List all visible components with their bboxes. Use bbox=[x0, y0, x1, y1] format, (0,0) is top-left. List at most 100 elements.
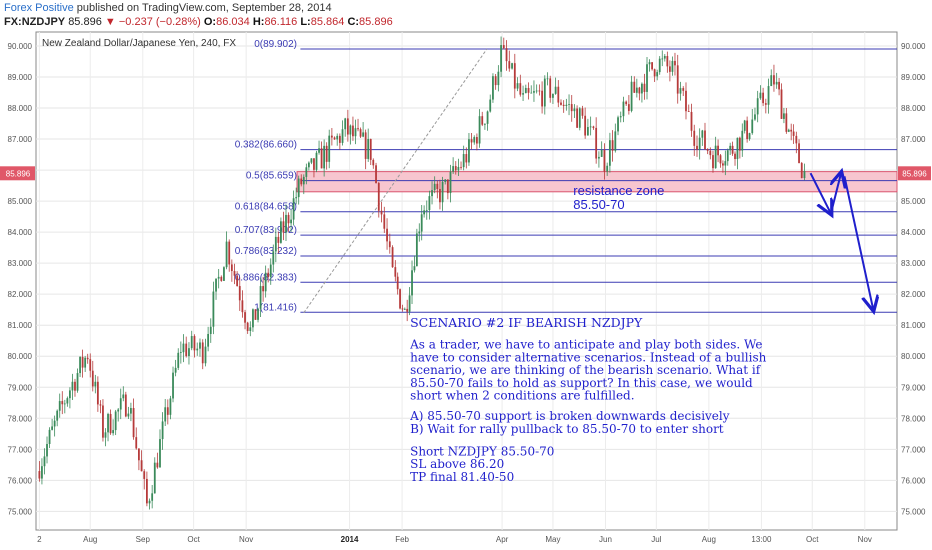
candle-body bbox=[709, 150, 712, 156]
candle-body bbox=[145, 478, 148, 504]
candle-body bbox=[367, 138, 370, 159]
candle-body bbox=[372, 159, 375, 166]
candle-body bbox=[300, 178, 303, 185]
y-tick-label-right: 85.000 bbox=[901, 197, 926, 206]
brand-link[interactable]: Forex Positive bbox=[4, 2, 74, 14]
candle-body bbox=[696, 145, 698, 150]
candle-body bbox=[48, 429, 51, 444]
x-tick-label: Aug bbox=[83, 535, 97, 544]
candle-body bbox=[606, 165, 609, 172]
candle-body bbox=[297, 178, 300, 198]
header-line-2: FX:NZDJPY 85.896 ▼ −0.237 (−0.28%) O:86.… bbox=[4, 16, 393, 28]
candle-body bbox=[406, 308, 409, 312]
candle-body bbox=[262, 286, 265, 292]
price-tag-right bbox=[898, 166, 931, 181]
candle-body bbox=[600, 149, 603, 157]
candle-body bbox=[285, 214, 287, 233]
candle-body bbox=[207, 333, 210, 347]
candle-body bbox=[729, 145, 732, 151]
candle-body bbox=[177, 352, 180, 368]
x-tick-label: 2014 bbox=[341, 535, 359, 544]
candle-body bbox=[792, 131, 795, 136]
close-label: C: bbox=[347, 16, 360, 28]
candle-body bbox=[159, 439, 161, 468]
candle-body bbox=[46, 443, 48, 457]
candle-body bbox=[354, 128, 357, 137]
candle-body bbox=[264, 272, 267, 292]
candle-body bbox=[449, 171, 452, 194]
candle-body bbox=[53, 420, 56, 427]
candle-body bbox=[132, 408, 135, 438]
last-price: 85.896 bbox=[68, 16, 102, 28]
candle-body bbox=[608, 140, 611, 166]
y-tick-label-right: 77.000 bbox=[901, 445, 926, 454]
candle-body bbox=[653, 69, 656, 77]
candle-body bbox=[84, 357, 87, 368]
candle-body bbox=[641, 83, 643, 94]
y-tick-label-left: 77.000 bbox=[8, 445, 33, 454]
candle-body bbox=[140, 460, 143, 472]
candle-body bbox=[717, 145, 719, 156]
candle-body bbox=[581, 108, 584, 116]
low-label: L: bbox=[300, 16, 311, 28]
y-tick-label-right: 79.000 bbox=[901, 383, 926, 392]
candle-body bbox=[519, 83, 522, 95]
candle-body bbox=[530, 92, 533, 94]
change-value: −0.237 (−0.28%) bbox=[118, 16, 201, 28]
candle-body bbox=[58, 401, 61, 411]
candle-body bbox=[598, 156, 600, 159]
candle-body bbox=[633, 81, 636, 93]
x-tick-label: 2 bbox=[37, 535, 42, 544]
candle-body bbox=[546, 78, 549, 80]
candle-body bbox=[212, 291, 215, 327]
candle-body bbox=[428, 196, 431, 211]
candle-body bbox=[724, 161, 727, 166]
candle-body bbox=[614, 131, 617, 151]
candle-body bbox=[217, 276, 220, 279]
candle-body bbox=[524, 87, 527, 94]
resistance-zone-label: resistance zone bbox=[573, 183, 664, 198]
candle-body bbox=[489, 99, 492, 112]
fib-label: 0.786(83.232) bbox=[235, 246, 297, 257]
candle-body bbox=[215, 278, 217, 292]
candle-body bbox=[91, 370, 94, 387]
candle-body bbox=[533, 91, 535, 93]
y-tick-label-right: 88.000 bbox=[901, 104, 926, 113]
candle-body bbox=[169, 398, 172, 415]
candle-body bbox=[166, 407, 169, 415]
y-tick-label-left: 88.000 bbox=[8, 104, 33, 113]
symbol-label[interactable]: FX:NZDJPY bbox=[4, 16, 66, 28]
candle-body bbox=[282, 221, 285, 233]
candle-body bbox=[259, 286, 262, 309]
candle-body bbox=[179, 352, 182, 353]
candle-body bbox=[349, 125, 352, 135]
candle-body bbox=[302, 176, 305, 185]
candle-body bbox=[787, 129, 790, 132]
candle-body bbox=[315, 152, 318, 170]
low-value: 85.864 bbox=[310, 16, 345, 28]
candle-body bbox=[431, 190, 433, 197]
candle-body bbox=[369, 138, 372, 160]
candle-body bbox=[333, 137, 336, 140]
candle-body bbox=[460, 166, 462, 168]
candle-body bbox=[238, 286, 241, 301]
candle-body bbox=[233, 271, 236, 276]
candle-body bbox=[679, 88, 682, 94]
candle-body bbox=[619, 116, 622, 118]
candle-body bbox=[557, 86, 560, 103]
candle-body bbox=[185, 343, 188, 357]
candle-body bbox=[535, 90, 538, 92]
candle-body bbox=[611, 140, 614, 151]
candle-body bbox=[51, 426, 54, 430]
candle-body bbox=[199, 342, 201, 349]
candle-body bbox=[225, 241, 228, 268]
y-tick-label-left: 90.000 bbox=[8, 42, 33, 51]
candle-body bbox=[346, 118, 349, 135]
candle-body bbox=[676, 65, 679, 94]
y-tick-label-right: 84.000 bbox=[901, 228, 926, 237]
plot-frame bbox=[35, 31, 898, 531]
candle-body bbox=[320, 148, 323, 169]
candle-body bbox=[790, 129, 793, 132]
candle-body bbox=[698, 137, 701, 150]
